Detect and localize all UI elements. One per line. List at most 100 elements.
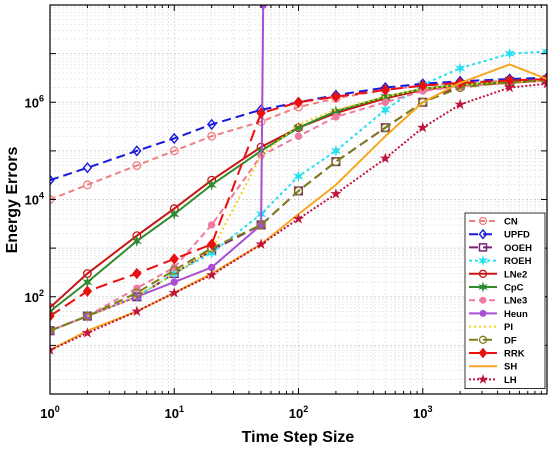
- series-pi: [50, 79, 547, 332]
- series-point: [380, 84, 391, 96]
- series-point: [50, 174, 55, 186]
- series-point: [169, 132, 179, 145]
- legend-label: LH: [504, 375, 517, 386]
- legend-marker: [478, 335, 488, 344]
- axis-ticks: 100 101 102 103 102 104 106: [25, 4, 548, 421]
- series-point: [542, 76, 547, 85]
- legend-label: SH: [504, 362, 517, 373]
- legend-marker: [478, 254, 488, 267]
- series-point: [293, 121, 304, 134]
- series-point: [541, 45, 547, 58]
- series-point: [82, 162, 93, 174]
- series-point: [50, 310, 55, 322]
- legend-marker: [478, 228, 488, 240]
- x-axis-title: Time Step Size: [242, 429, 355, 446]
- y-tick-label: 106: [25, 93, 44, 110]
- series-point: [454, 62, 466, 75]
- series-point: [207, 131, 217, 141]
- series-point: [168, 287, 180, 298]
- series-point: [330, 144, 342, 157]
- y-tick-label: 102: [25, 288, 44, 305]
- legend-marker: [479, 309, 487, 317]
- legend: CN UPFD OOEH ROEH LNe2 CpC LNe3 Heun PI DF RRK SH LH: [464, 212, 546, 390]
- series-point: [256, 107, 266, 119]
- legend-label: RRK: [504, 349, 525, 360]
- series-point: [380, 123, 390, 133]
- series-point: [50, 344, 56, 355]
- legend-label: DF: [504, 335, 517, 346]
- series-layer: [50, 5, 547, 355]
- series-point: [332, 113, 340, 121]
- x-tick-label: 101: [165, 404, 184, 421]
- series-point: [331, 157, 341, 167]
- legend-marker: [478, 269, 488, 278]
- series-point: [331, 91, 341, 103]
- series-point: [169, 146, 179, 156]
- series-point: [82, 180, 92, 190]
- series-point: [418, 79, 428, 92]
- y-axis-title: Energy Errors: [4, 147, 21, 254]
- series-point: [206, 118, 217, 131]
- legend-label: PI: [504, 322, 513, 333]
- legend-marker: [477, 373, 489, 384]
- legend-label: CN: [504, 217, 518, 228]
- x-tick-label: 103: [413, 404, 432, 421]
- series-point: [504, 47, 515, 60]
- series-point: [255, 238, 267, 250]
- legend-label: LNe3: [504, 296, 527, 307]
- series-point: [82, 311, 92, 321]
- series-point: [379, 152, 391, 164]
- series-point: [82, 285, 93, 297]
- legend-marker: [478, 243, 488, 252]
- series-point: [294, 186, 303, 196]
- series-point: [293, 170, 304, 183]
- series-point: [132, 161, 142, 170]
- series-point: [292, 212, 305, 224]
- series-point: [293, 96, 304, 108]
- series-lh: [50, 77, 547, 355]
- legend-label: UPFD: [504, 230, 530, 241]
- legend-marker: [478, 281, 488, 293]
- series-point: [503, 81, 516, 93]
- series-point: [132, 288, 142, 298]
- series-point: [380, 103, 391, 116]
- series-point: [418, 97, 428, 107]
- x-tick-label: 102: [289, 404, 308, 421]
- series-point: [169, 265, 179, 275]
- series-point: [256, 220, 266, 230]
- series-point: [417, 121, 429, 133]
- series-point: [81, 327, 94, 338]
- x-tick-label: 100: [40, 404, 59, 421]
- series-point: [169, 208, 180, 221]
- series-point: [454, 98, 466, 110]
- series-point: [207, 221, 216, 229]
- legend-label: OOEH: [504, 243, 532, 254]
- series-point: [170, 278, 178, 286]
- series-line: [50, 79, 547, 332]
- series-point: [50, 305, 56, 318]
- series-point: [131, 305, 143, 317]
- series-point: [132, 145, 142, 157]
- series-point: [132, 267, 142, 280]
- legend-label: LNe2: [504, 269, 527, 280]
- y-tick-label: 104: [25, 191, 44, 208]
- legend-marker: [478, 347, 488, 359]
- series-point: [259, 5, 267, 9]
- legend-marker: [478, 216, 488, 226]
- legend-label: Heun: [504, 309, 528, 320]
- series-point: [169, 253, 179, 265]
- series-point: [131, 234, 143, 248]
- series-point: [206, 246, 217, 259]
- series-point: [294, 132, 303, 140]
- legend-label: ROEH: [504, 256, 532, 267]
- series-point: [206, 269, 218, 280]
- series-point: [381, 98, 390, 106]
- series-point: [206, 178, 217, 191]
- legend-label: CpC: [504, 283, 524, 294]
- series-point: [541, 77, 547, 89]
- legend-marker: [479, 296, 487, 304]
- legend-box: [464, 212, 546, 390]
- series-point: [330, 188, 342, 199]
